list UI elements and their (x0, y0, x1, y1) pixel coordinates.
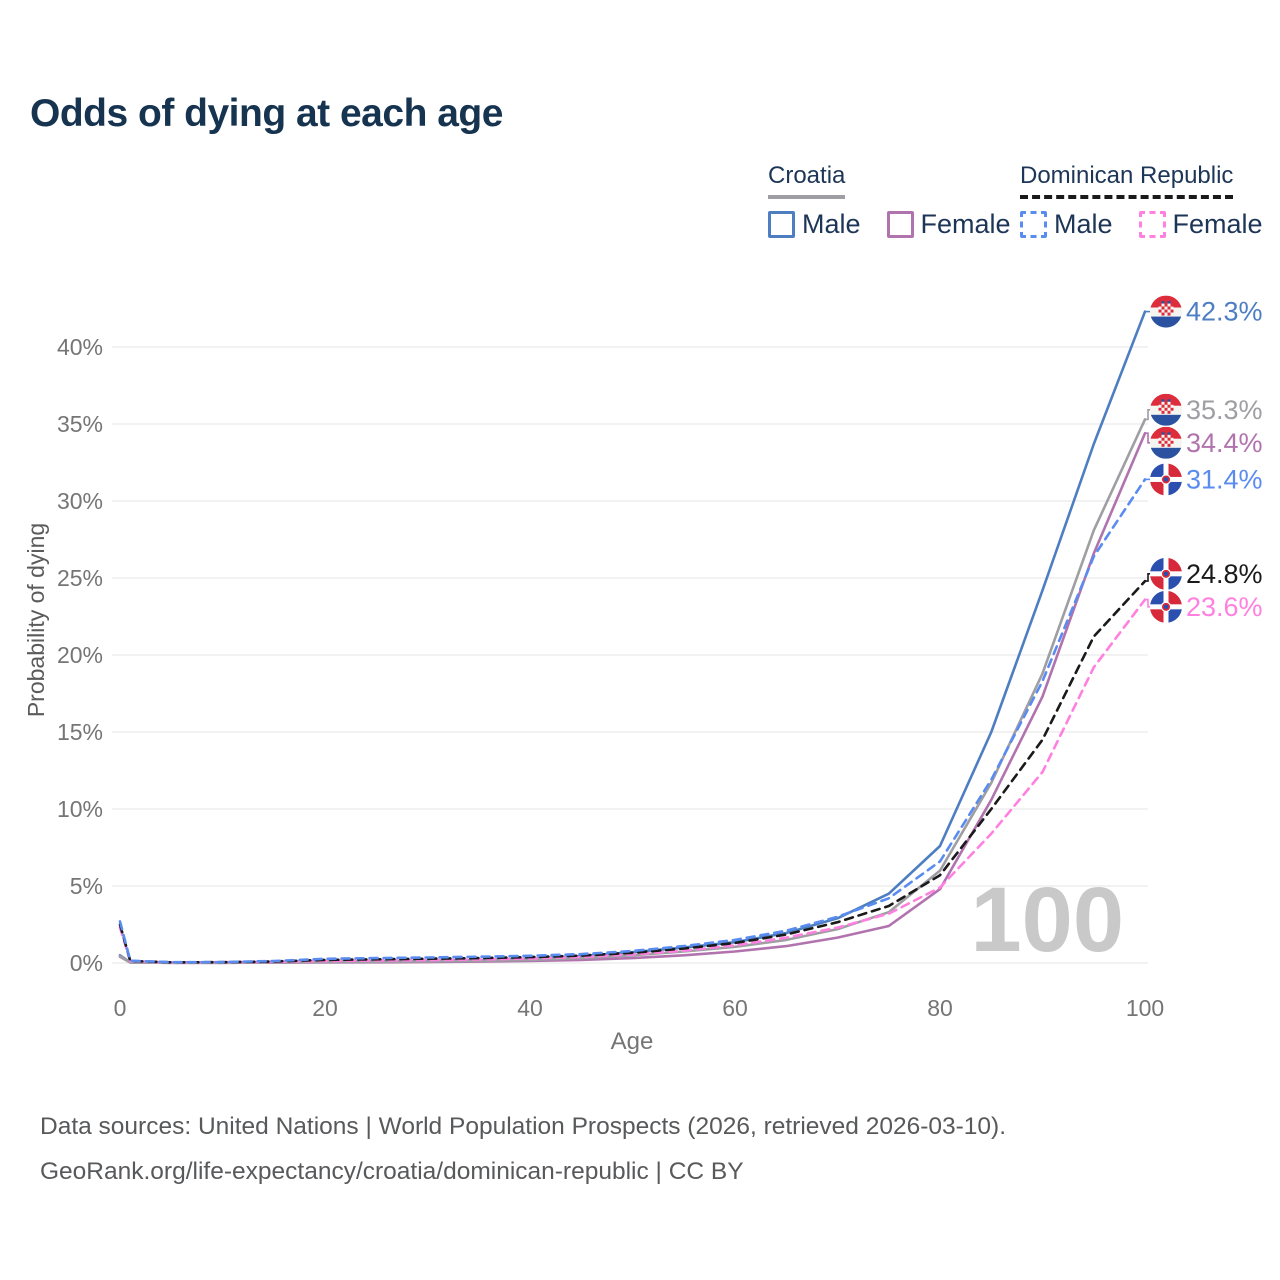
series-line-dominican-republic-male[interactable] (118, 478, 1147, 964)
end-label-connector (1145, 598, 1151, 608)
dominican-republic-flag-icon (1150, 590, 1182, 623)
legend-dominican-republic-title[interactable]: Dominican Republic (1020, 162, 1234, 199)
legend-croatia-title[interactable]: Croatia (768, 162, 846, 199)
end-label-croatia-both-sexes: 35.3% (1186, 395, 1263, 425)
end-label-croatia-female: 34.4% (1186, 428, 1263, 458)
x-tick-label: 60 (722, 995, 748, 1021)
croatia-female-swatch-icon (886, 211, 914, 238)
x-tick-label: 100 (1126, 995, 1164, 1021)
y-tick-label: 5% (70, 873, 103, 899)
end-label-connector (1145, 432, 1151, 444)
legend-group-croatia: Croatia Male Female (768, 162, 1011, 240)
x-axis-title: Age (611, 1028, 654, 1055)
croatia-flag-icon (1150, 426, 1182, 459)
croatia-flag-icon (1150, 295, 1182, 328)
croatia-male-swatch-icon (768, 211, 795, 238)
odds-of-dying-chart[interactable]: 0% 5% 10% 15% 20% 25% 30% 35% 40% 0 20 40 60 80 100 Age… (0, 0, 1280, 1080)
x-tick-label: 80 (927, 995, 953, 1021)
footer: Data sources: United Nations | World Pop… (40, 1104, 1006, 1194)
end-label-connector (1145, 409, 1151, 421)
legend-item-croatia-female[interactable]: Female (886, 209, 1011, 240)
y-tick-label: 25% (57, 565, 103, 591)
legend-item-label: Female (1172, 209, 1263, 239)
legend-row-dominican-republic: Male Female (1020, 209, 1263, 240)
y-tick-label: 20% (57, 642, 103, 668)
legend-item-dominican-republic-male[interactable]: Male (1020, 209, 1113, 240)
legend-item-label: Female (920, 209, 1011, 239)
y-tick-label: 35% (57, 411, 103, 437)
legend-group-dominican-republic: Dominican Republic Male Female (1020, 162, 1263, 240)
legend-item-croatia-male[interactable]: Male (768, 209, 861, 240)
legend-row-croatia: Male Female (768, 209, 1011, 240)
y-tick-label: 0% (70, 950, 103, 976)
dominican-republic-male-swatch-icon (1020, 211, 1047, 238)
x-tick-label: 0 (114, 995, 127, 1021)
footer-attribution-link[interactable]: GeoRank.org/life-expectancy/croatia/domi… (40, 1158, 744, 1185)
y-tick-label: 15% (57, 719, 103, 745)
croatia-flag-icon (1150, 393, 1182, 426)
legend-item-dominican-republic-female[interactable]: Female (1138, 209, 1263, 240)
age-watermark: 100 (971, 869, 1125, 971)
end-label-dominican-republic-both-sexes: 24.8% (1186, 559, 1263, 589)
x-tick-label: 20 (312, 995, 338, 1021)
series-line-croatia-male[interactable] (118, 310, 1147, 965)
dominican-republic-female-swatch-icon (1138, 211, 1166, 238)
end-label-connector (1145, 573, 1151, 582)
y-tick-label: 30% (57, 488, 103, 514)
x-tick-label: 40 (517, 995, 543, 1021)
legend-item-label: Male (802, 209, 861, 239)
y-axis-title: Probability of dying (23, 523, 49, 717)
y-tick-label: 40% (57, 334, 103, 360)
end-label-dominican-republic-female: 23.6% (1186, 592, 1263, 622)
dominican-republic-flag-icon (1150, 463, 1182, 496)
end-label-dominican-republic-male: 31.4% (1186, 464, 1263, 494)
footer-datasource: Data sources: United Nations | World Pop… (40, 1113, 1007, 1140)
legend-item-label: Male (1054, 209, 1113, 239)
end-label-croatia-male: 42.3% (1186, 297, 1263, 327)
dominican-republic-flag-icon (1150, 557, 1182, 590)
y-tick-label: 10% (57, 796, 103, 822)
chart-title: Odds of dying at each age (30, 92, 503, 135)
